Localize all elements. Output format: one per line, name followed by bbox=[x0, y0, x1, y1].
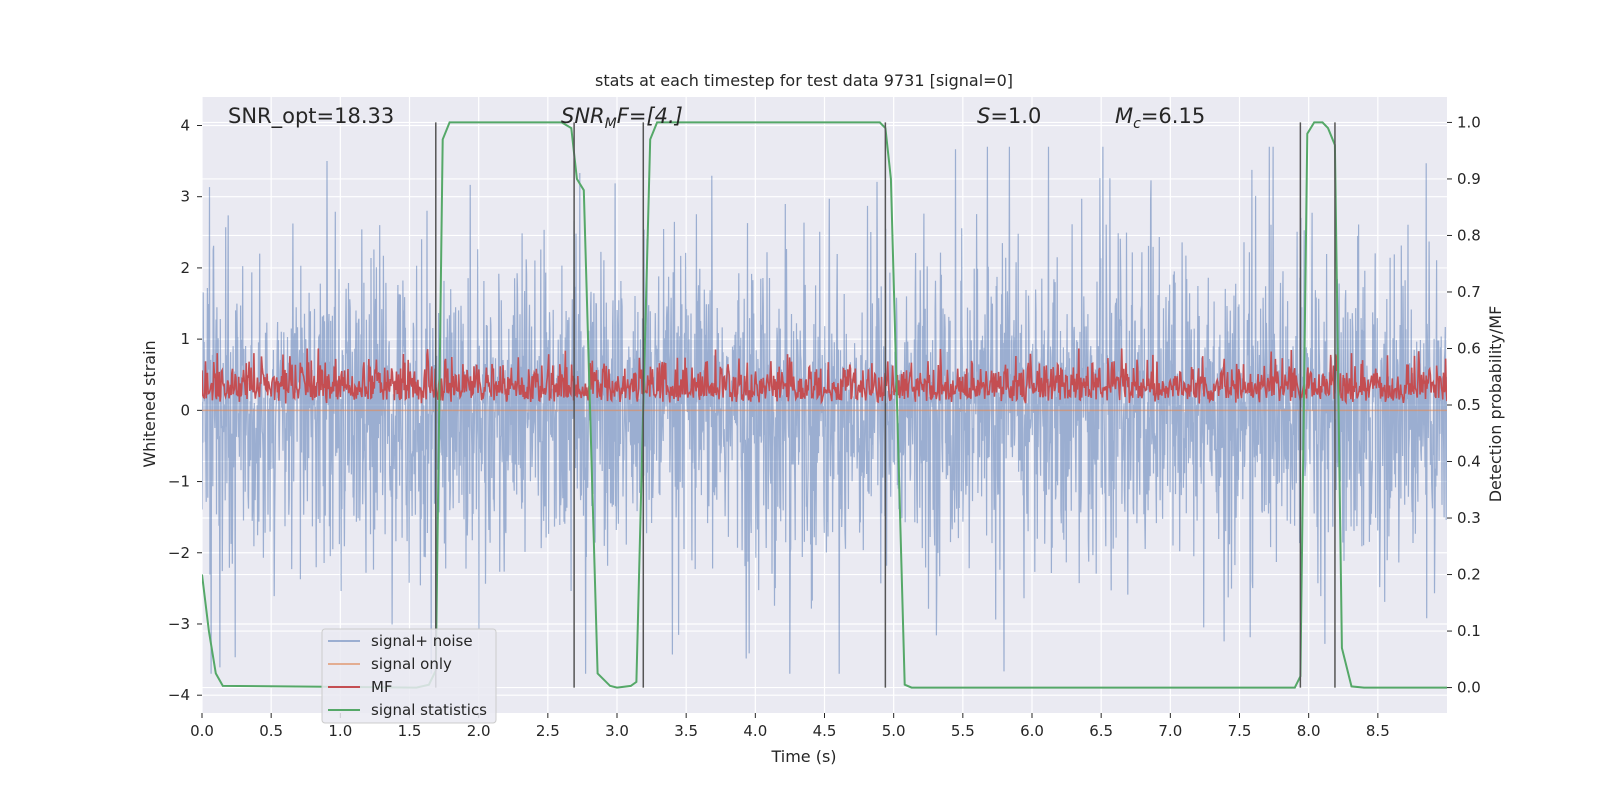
annotation-mc: Mc=6.15 bbox=[1115, 104, 1205, 132]
chart-title: stats at each timestep for test data 973… bbox=[595, 71, 1013, 90]
y-axis-label-right: Detection probability/MF bbox=[1486, 306, 1505, 503]
x-tick-label: 4.0 bbox=[743, 722, 767, 740]
y-tick-label-right: 0.7 bbox=[1457, 283, 1481, 301]
y-tick-label-right: 0.3 bbox=[1457, 509, 1481, 527]
legend-label-signal-noise: signal+ noise bbox=[371, 632, 473, 650]
y-tick-label-left: 0 bbox=[180, 401, 190, 419]
y-tick-label-right: 0.0 bbox=[1457, 679, 1481, 697]
y-tick-label-right: 1.0 bbox=[1457, 113, 1481, 131]
x-tick-label: 2.5 bbox=[536, 722, 560, 740]
annotation-snr-mf: SNRMF=[4.] bbox=[561, 104, 683, 132]
annotation-s: S=1.0 bbox=[977, 104, 1041, 128]
x-tick-label: 8.5 bbox=[1366, 722, 1390, 740]
x-tick-label: 8.0 bbox=[1297, 722, 1321, 740]
x-tick-label: 6.5 bbox=[1089, 722, 1113, 740]
y-tick-label-left: 3 bbox=[180, 188, 190, 206]
x-tick-label: 0.5 bbox=[259, 722, 283, 740]
y-axis-label-left: Whitened strain bbox=[140, 340, 159, 467]
x-tick-label: 1.5 bbox=[398, 722, 422, 740]
legend: signal+ noise signal only MF signal stat… bbox=[321, 628, 497, 724]
y-tick-label-left: −4 bbox=[168, 686, 190, 704]
y-tick-label-left: 4 bbox=[180, 116, 190, 134]
legend-label-signal-only: signal only bbox=[371, 655, 452, 673]
y-tick-label-left: −1 bbox=[168, 473, 190, 491]
x-tick-label: 7.5 bbox=[1228, 722, 1252, 740]
x-tick-label: 5.5 bbox=[951, 722, 975, 740]
y-tick-label-right: 0.9 bbox=[1457, 170, 1481, 188]
y-tick-label-right: 0.4 bbox=[1457, 453, 1481, 471]
y-tick-label-right: 0.2 bbox=[1457, 566, 1481, 584]
y-tick-label-right: 0.6 bbox=[1457, 339, 1481, 357]
y-tick-label-right: 0.8 bbox=[1457, 226, 1481, 244]
legend-label-mf: MF bbox=[371, 678, 393, 696]
x-tick-label: 2.0 bbox=[467, 722, 491, 740]
legend-frame bbox=[321, 628, 497, 724]
x-tick-label: 0.0 bbox=[190, 722, 214, 740]
y-tick-label-left: 1 bbox=[180, 330, 190, 348]
y-tick-label-right: 0.5 bbox=[1457, 396, 1481, 414]
y-tick-label-left: −3 bbox=[168, 615, 190, 633]
x-tick-label: 3.5 bbox=[674, 722, 698, 740]
y-tick-label-left: 2 bbox=[180, 259, 190, 277]
x-tick-label: 6.0 bbox=[1020, 722, 1044, 740]
series-mf bbox=[202, 348, 1447, 405]
x-tick-label: 1.0 bbox=[328, 722, 352, 740]
y-tick-label-left: −2 bbox=[168, 544, 190, 562]
legend-label-signal-statistics: signal statistics bbox=[371, 701, 487, 719]
x-tick-label: 3.0 bbox=[605, 722, 629, 740]
x-axis-label: Time (s) bbox=[770, 747, 836, 766]
x-tick-label: 7.0 bbox=[1158, 722, 1182, 740]
x-tick-label: 5.0 bbox=[882, 722, 906, 740]
x-tick-label: 4.5 bbox=[813, 722, 837, 740]
series-signal-noise bbox=[202, 146, 1447, 674]
y-tick-label-right: 0.1 bbox=[1457, 622, 1481, 640]
annotation-snr-opt: SNR_opt=18.33 bbox=[228, 104, 394, 129]
